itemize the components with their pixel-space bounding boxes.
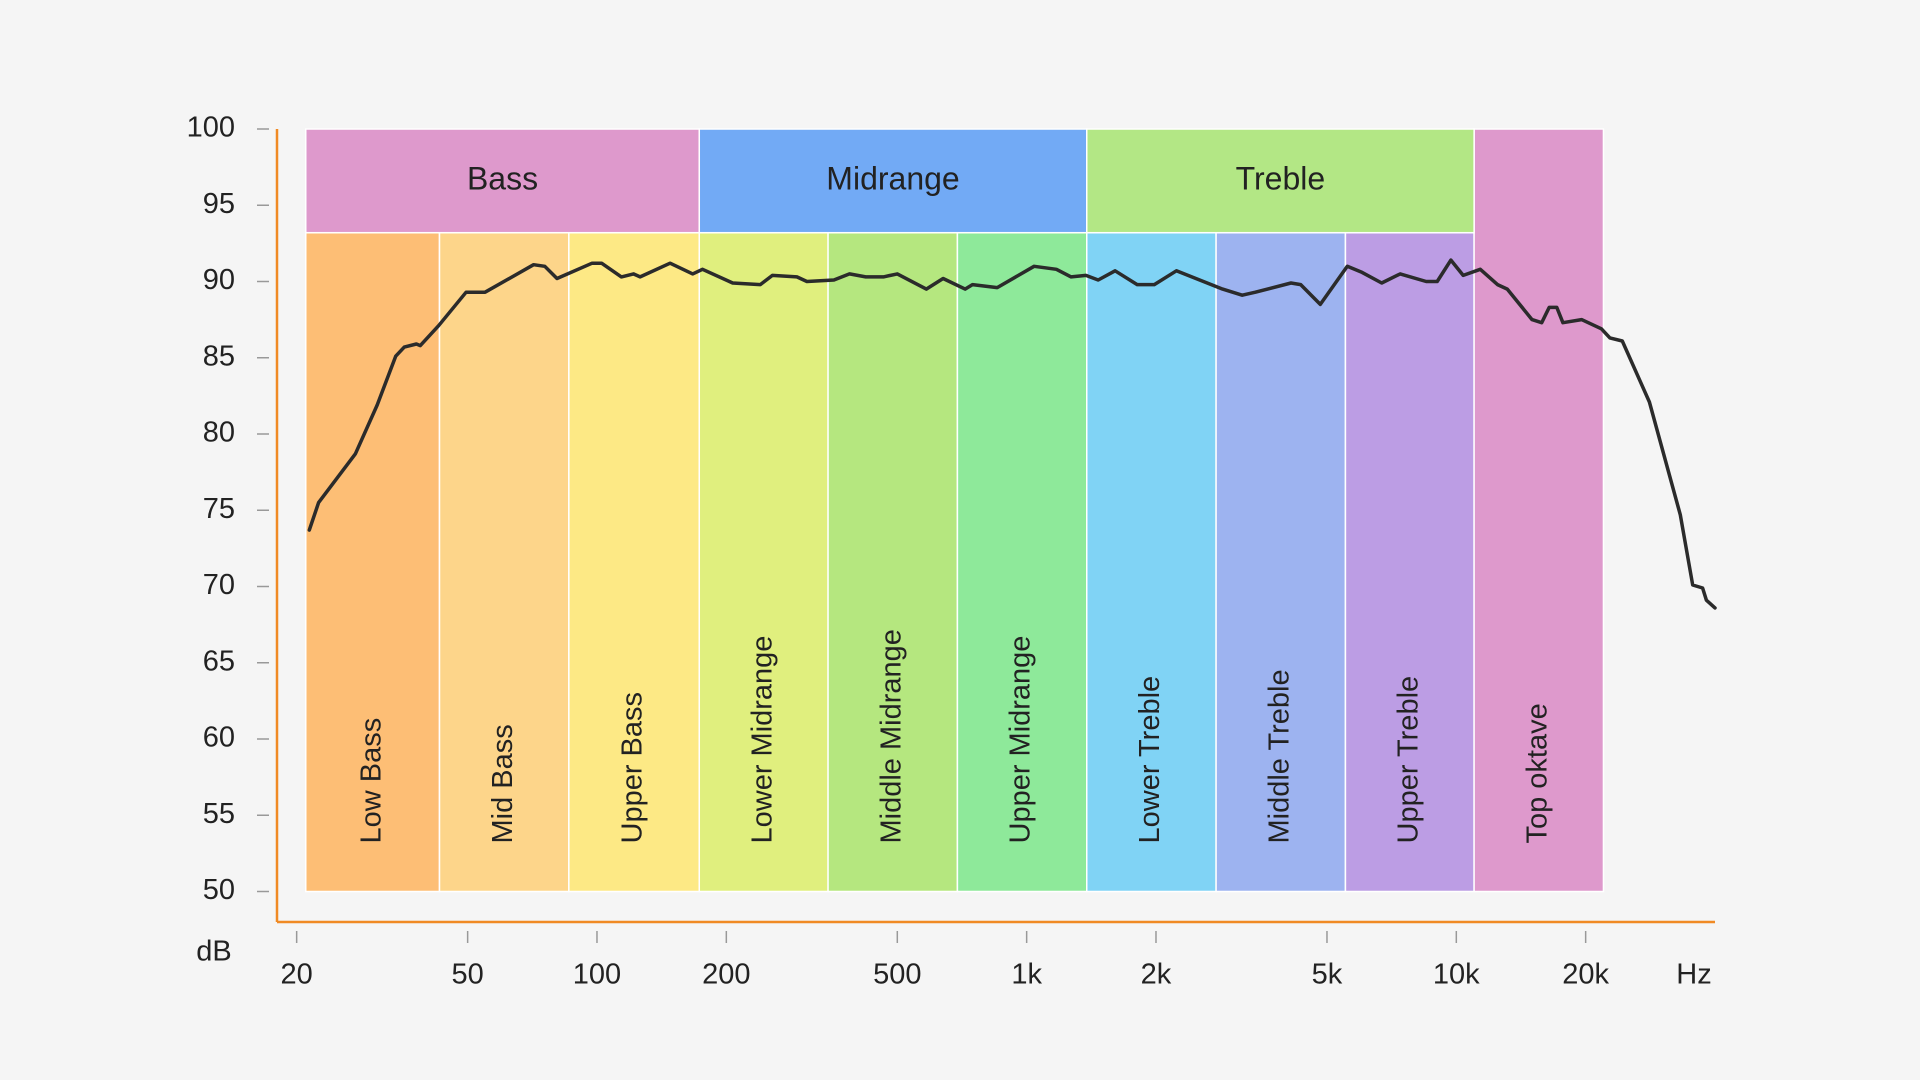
band [1344,231,1475,893]
x-tick-label: 200 [702,959,750,991]
y-tick-label: 85 [203,340,235,372]
y-tick-label: 75 [203,493,235,525]
x-axis-label: Hz [1676,959,1711,991]
x-tick-label: 50 [452,959,484,991]
band [956,231,1088,893]
y-tick-label: 80 [203,417,235,449]
x-tick-label: 2k [1141,959,1172,991]
y-axis-label: dB [196,936,231,968]
band-label: Mid Bass [487,724,519,843]
band-label: Middle Midrange [875,629,907,843]
x-tick-label: 500 [873,959,921,991]
y-tick-label: 55 [203,798,235,830]
y-tick-label: 65 [203,645,235,677]
band-label: Upper Treble [1392,676,1424,844]
y-tick-label: 100 [187,112,235,144]
group-label: Treble [1236,160,1326,196]
band-label: Upper Midrange [1005,636,1037,844]
x-tick-label: 10k [1433,959,1480,991]
band-label: Lower Treble [1134,676,1166,844]
band-label: Low Bass [355,718,387,844]
band [1215,231,1347,893]
y-tick-label: 60 [203,722,235,754]
group-label: Midrange [826,160,959,196]
band-label: Top oktave [1521,703,1553,843]
x-tick-label: 20 [281,959,313,991]
y-tick-label: 90 [203,264,235,296]
x-tick-label: 100 [573,959,621,991]
y-tick-label: 50 [203,874,235,906]
group-band [305,128,701,234]
band [1473,128,1605,893]
x-tick-label: 1k [1011,959,1042,991]
group-label: Bass [467,160,538,196]
group-band [698,128,1088,234]
band [827,231,959,893]
x-tick-label: 20k [1562,959,1609,991]
x-tick-label: 5k [1312,959,1343,991]
y-tick-label: 70 [203,569,235,601]
band-label: Lower Midrange [746,636,778,844]
band [1086,231,1217,893]
response-line [307,258,1717,610]
band [568,231,701,893]
band-label: Middle Treble [1263,669,1295,843]
band [698,231,829,893]
y-tick-label: 95 [203,188,235,220]
band-label: Upper Bass [617,692,649,844]
group-band [1086,128,1475,234]
